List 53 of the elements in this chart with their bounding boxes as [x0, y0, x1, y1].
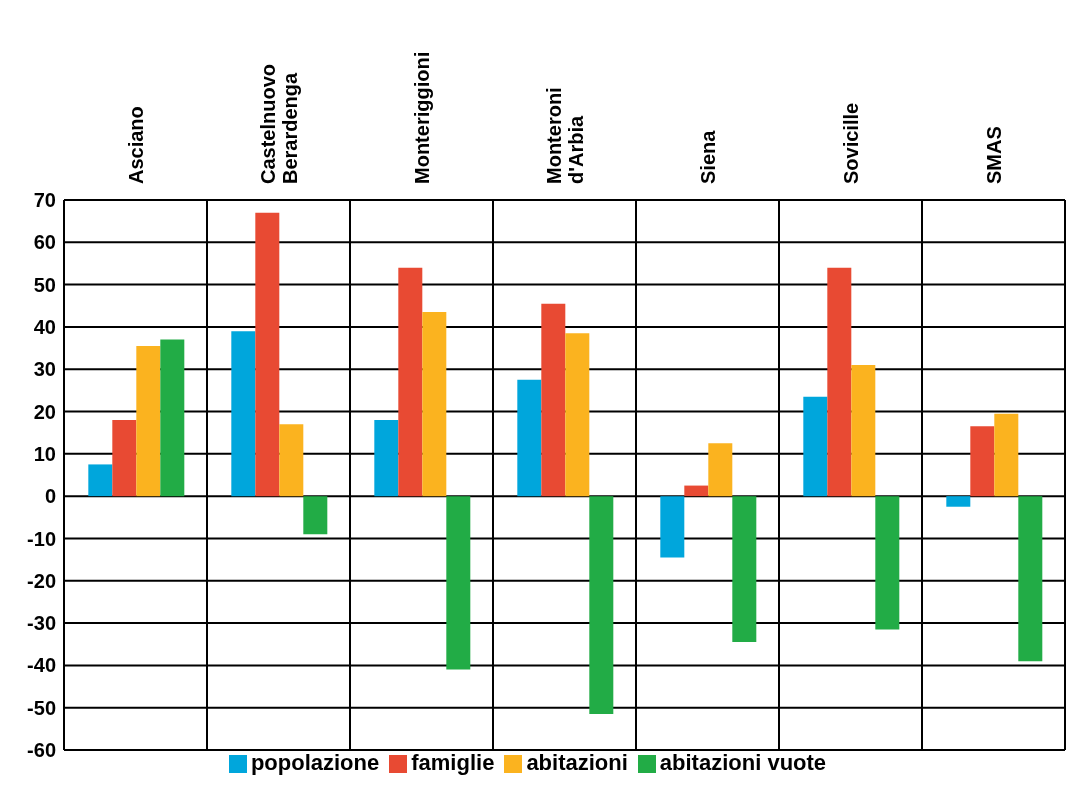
- y-tick-label: -30: [27, 612, 56, 635]
- bar: [160, 339, 185, 497]
- bar: [970, 426, 995, 497]
- y-tick-label: 70: [33, 189, 56, 212]
- bar: [1018, 496, 1043, 662]
- bar: [88, 464, 113, 497]
- bar: [851, 365, 876, 497]
- bar: [732, 496, 757, 643]
- bar: [660, 496, 685, 558]
- bar: [517, 379, 542, 497]
- bar: [112, 420, 137, 497]
- bar: [827, 267, 852, 497]
- x-tick-label: Sovicille: [839, 102, 862, 184]
- x-tick-label: Castelnuovo Berardenga: [256, 63, 301, 184]
- bar: [803, 396, 828, 497]
- y-tick-label: -40: [27, 654, 56, 677]
- y-tick-label: -50: [27, 696, 56, 719]
- x-tick-label: Monteroni d'Arbia: [542, 87, 587, 184]
- bar: [946, 496, 971, 507]
- bar: [374, 420, 399, 497]
- y-tick-label: -60: [27, 739, 56, 762]
- x-tick-label: Siena: [696, 129, 719, 184]
- y-tick-label: 10: [33, 442, 56, 465]
- bar: [684, 485, 709, 497]
- bar: [279, 424, 304, 497]
- legend-label: abitazioni: [526, 750, 628, 775]
- bar: [565, 333, 590, 497]
- bar: [398, 267, 423, 497]
- bar: [589, 496, 614, 715]
- bar: [541, 303, 566, 497]
- bar: [303, 496, 328, 535]
- legend-label: popolazione: [250, 750, 380, 775]
- x-tick-label: SMAS: [982, 126, 1005, 184]
- y-tick-label: 40: [33, 316, 56, 339]
- bar: [136, 345, 161, 497]
- y-tick-label: 60: [33, 231, 56, 254]
- y-tick-label: 20: [33, 400, 56, 423]
- x-tick-label: Asciano: [124, 106, 147, 184]
- y-tick-label: -20: [27, 569, 56, 592]
- bar: [708, 443, 733, 497]
- y-tick-label: -10: [27, 527, 56, 550]
- x-tick-label: Monteriggioni: [410, 51, 433, 184]
- bar: [446, 496, 471, 670]
- bar: [994, 413, 1019, 497]
- y-tick-label: 0: [44, 485, 56, 508]
- y-tick-label: 30: [33, 358, 56, 381]
- bar: [422, 312, 447, 497]
- legend-label: famiglie: [411, 750, 495, 775]
- bar: [255, 212, 280, 497]
- y-tick-label: 50: [33, 273, 56, 296]
- bar: [875, 496, 900, 630]
- legend-label: abitazioni vuote: [659, 750, 827, 775]
- bar: [231, 331, 256, 497]
